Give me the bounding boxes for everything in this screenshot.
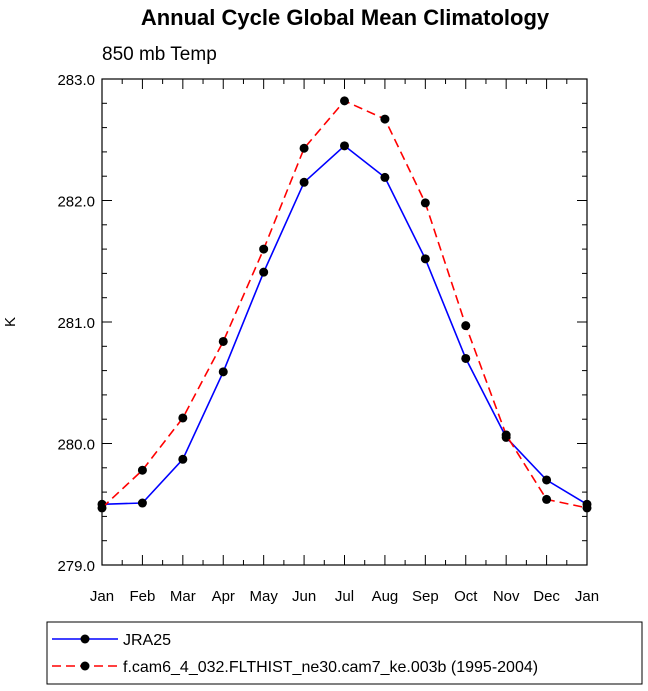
chart-subtitle: 850 mb Temp xyxy=(102,44,217,65)
legend-marker-1 xyxy=(80,634,90,644)
series-1-point xyxy=(299,177,309,187)
series-1-point xyxy=(259,267,269,277)
series-2-point xyxy=(501,430,511,440)
plot-frame xyxy=(101,78,588,566)
x-tick-label: Oct xyxy=(454,588,478,605)
series-2-point xyxy=(259,244,269,254)
legend-label-1: JRA25 xyxy=(123,632,171,649)
series-2-point xyxy=(340,96,349,106)
chart-title: Annual Cycle Global Mean Climatology xyxy=(141,5,550,30)
series-2-point xyxy=(178,413,188,423)
x-tick-label: Nov xyxy=(493,588,520,605)
series-1-point xyxy=(137,498,147,508)
series-1-point xyxy=(340,141,349,151)
x-tick-label: Jan xyxy=(575,588,599,605)
series-2-point xyxy=(218,336,228,346)
x-tick-label: Apr xyxy=(212,588,235,605)
x-tick-label: Jan xyxy=(90,588,114,605)
series-2-point xyxy=(137,465,147,475)
x-tick-label: Sep xyxy=(412,588,439,605)
legend-box xyxy=(46,621,643,685)
y-tick-label: 280.0 xyxy=(57,437,95,454)
series-1-point xyxy=(420,254,430,264)
y-tick-label: 283.0 xyxy=(57,72,95,89)
series-2-point xyxy=(299,143,309,153)
x-tick-labels: Jan Feb Mar Apr May Jun Jul Aug Sep Oct Nov Dec Jan xyxy=(90,588,599,605)
series-2-point xyxy=(461,321,471,331)
series-2-point xyxy=(97,503,107,513)
y-tick-label: 279.0 xyxy=(57,558,95,575)
x-tick-label: Aug xyxy=(372,588,399,605)
x-tick-label: Mar xyxy=(170,588,196,605)
y-tick-labels: 279.0 280.0 281.0 282.0 283.0 xyxy=(57,72,95,575)
legend: JRA25 f.cam6_4_032.FLTHIST_ne30.cam7_ke.0… xyxy=(52,632,538,676)
series-1-point xyxy=(542,475,552,485)
y-tick-label: 282.0 xyxy=(57,194,95,211)
x-tick-label: Jun xyxy=(292,588,316,605)
y-axis-label: K xyxy=(2,317,19,327)
y-tick-label: 281.0 xyxy=(57,315,95,332)
series-1-point xyxy=(380,172,390,182)
series-1-point xyxy=(178,454,188,464)
series-layer xyxy=(97,96,592,513)
axis-ticks xyxy=(101,78,588,566)
series-2-point xyxy=(542,494,552,504)
legend-label-2: f.cam6_4_032.FLTHIST_ne30.cam7_ke.003b (… xyxy=(123,659,538,676)
series-2-point xyxy=(380,114,390,124)
x-tick-label: Jul xyxy=(335,588,354,605)
x-tick-label: May xyxy=(249,588,278,605)
x-tick-label: Dec xyxy=(533,588,560,605)
series-line-1 xyxy=(101,144,588,506)
series-1-point xyxy=(461,353,471,363)
legend-marker-2 xyxy=(80,661,90,671)
series-1-point xyxy=(218,367,228,377)
series-2-point xyxy=(420,198,430,208)
series-2-point xyxy=(582,503,592,513)
x-tick-label: Feb xyxy=(129,588,155,605)
